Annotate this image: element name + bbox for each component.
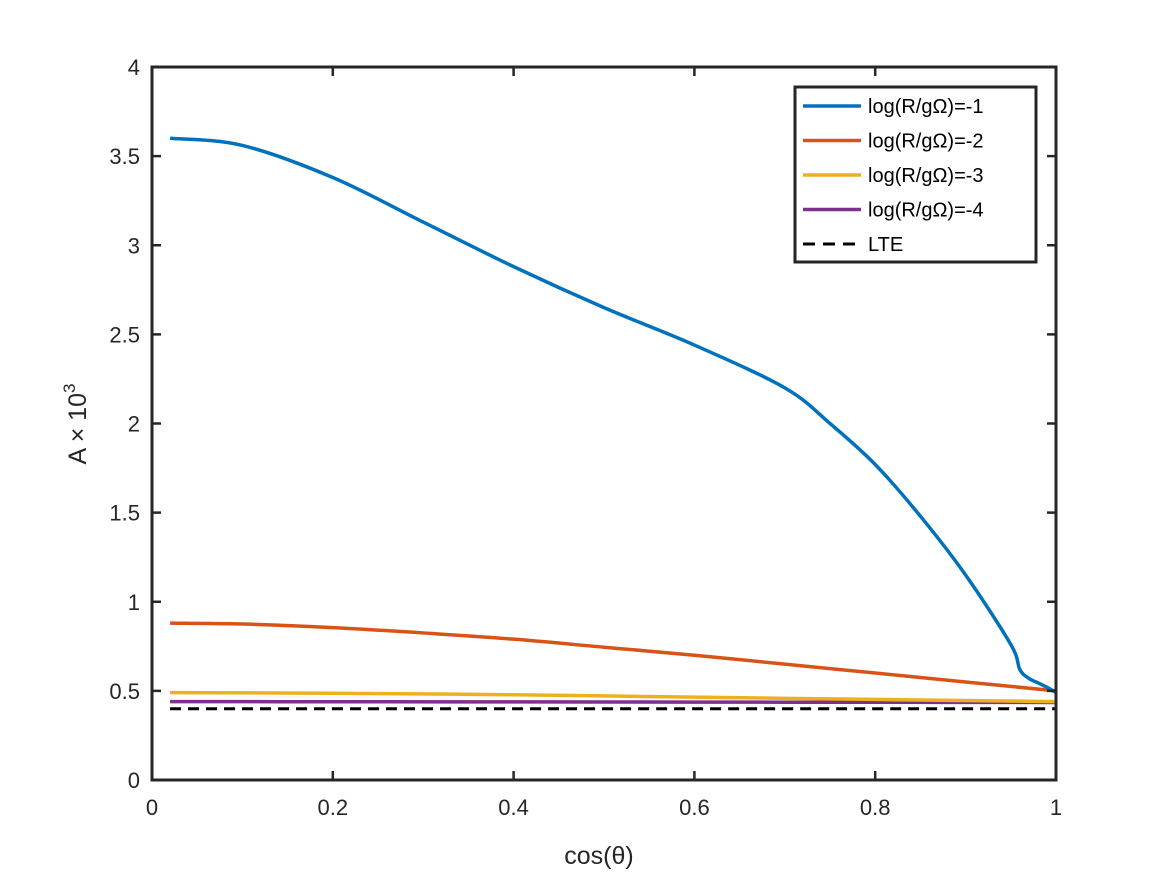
y-tick-label: 1 [128, 590, 140, 615]
y-tick-label: 2.5 [109, 322, 140, 347]
legend-label-5: LTE [868, 234, 903, 256]
y-axis-label: A × 103 [60, 383, 92, 464]
series-line-3 [170, 690, 1057, 704]
legend-entries: log(R/gΩ)=-1 log(R/gΩ)=-2 log(R/gΩ)=-3 log(… [803, 96, 984, 256]
y-tick-label: 3.5 [109, 144, 140, 169]
x-tick-label: 0.2 [318, 795, 349, 820]
legend-label-3: log(R/gΩ)=-3 [868, 165, 984, 187]
series-line-1 [169, 136, 1057, 695]
x-tick-label: 1 [1050, 795, 1062, 820]
series-line-4 [170, 699, 1057, 705]
x-tick-label: 0.4 [498, 795, 529, 820]
legend-label-2: log(R/gΩ)=-2 [868, 131, 984, 153]
series-line-2 [170, 621, 1057, 693]
y-tick-label: 3 [128, 233, 140, 258]
x-tick-label: 0.6 [679, 795, 710, 820]
y-axis-label-superscript: 3 [60, 383, 79, 392]
x-axis-label: cos(θ) [564, 842, 633, 870]
y-axis-label-main: A × 10 [64, 393, 92, 465]
y-tick-label: 4 [128, 55, 140, 80]
y-tick-label: 0 [128, 768, 140, 793]
y-tick-label: 0.5 [109, 679, 140, 704]
series-layer [169, 136, 1057, 711]
legend-label-4: log(R/gΩ)=-4 [868, 200, 984, 222]
legend: log(R/gΩ)=-1 log(R/gΩ)=-2 log(R/gΩ)=-3 log(… [793, 85, 1038, 264]
y-tick-label: 1.5 [109, 501, 140, 526]
y-axis-label-group: A × 103 [60, 383, 92, 464]
x-tick-label: 0 [146, 795, 158, 820]
y-tick-label: 2 [128, 412, 140, 437]
ticks-layer: 0 0.2 0.4 0.6 0.8 1 0 0.5 1 1.5 2 2.5 3 3.5 4 [109, 55, 1062, 820]
x-tick-label: 0.8 [860, 795, 891, 820]
legend-label-1: log(R/gΩ)=-1 [868, 96, 984, 118]
